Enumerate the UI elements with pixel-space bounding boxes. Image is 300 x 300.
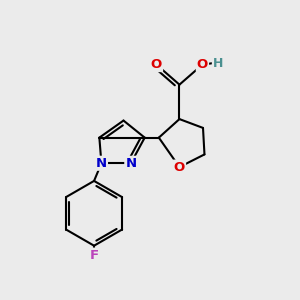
Text: N: N [96, 157, 107, 170]
Text: N: N [125, 157, 136, 170]
Text: O: O [197, 58, 208, 71]
Text: O: O [151, 58, 162, 71]
Text: H: H [213, 57, 223, 70]
Text: F: F [89, 249, 99, 262]
Text: O: O [174, 160, 185, 174]
